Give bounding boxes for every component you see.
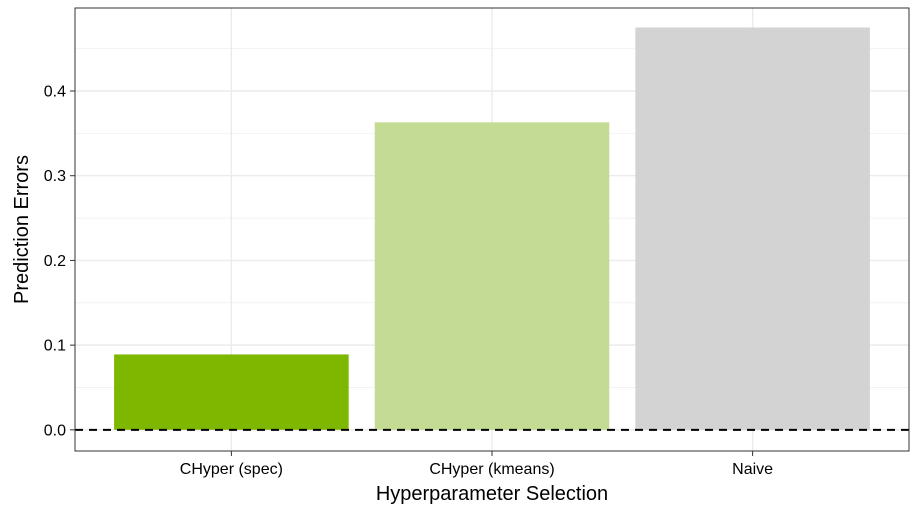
y-tick-label: 0.0 bbox=[44, 422, 66, 439]
y-tick-label: 0.3 bbox=[44, 168, 66, 185]
axes: 0.0 0.1 0.2 0.3 0.4 CHyper (spec) CHyper (kmea… bbox=[44, 84, 773, 478]
x-tick-label: Naive bbox=[732, 461, 773, 478]
bar bbox=[635, 27, 870, 430]
y-axis-title: Prediction Errors bbox=[11, 155, 33, 304]
y-tick-label: 0.1 bbox=[44, 338, 66, 355]
bars bbox=[114, 27, 870, 430]
x-axis-title: Hyperparameter Selection bbox=[376, 483, 608, 505]
bar bbox=[374, 122, 610, 430]
x-tick-label: CHyper (spec) bbox=[180, 461, 283, 478]
y-tick-label: 0.4 bbox=[44, 84, 66, 101]
bar bbox=[114, 354, 349, 430]
x-tick-label: CHyper (kmeans) bbox=[429, 461, 554, 478]
y-tick-label: 0.2 bbox=[44, 253, 66, 270]
